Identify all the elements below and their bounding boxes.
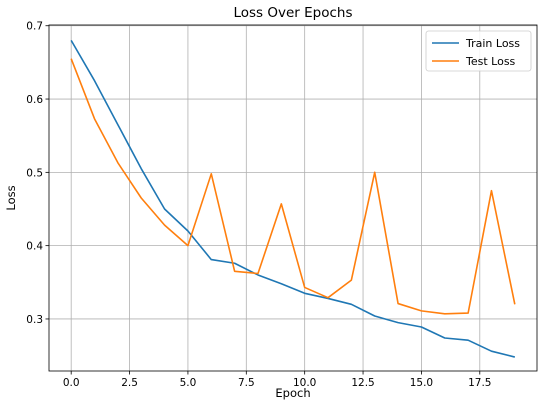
x-tick-label: 2.5: [121, 377, 138, 389]
series-lines: [70, 39, 516, 358]
y-axis-label: Loss: [4, 185, 18, 210]
x-tick-label: 12.5: [351, 377, 374, 389]
legend-label-train-loss: Train Loss: [465, 37, 520, 50]
x-tick-label: 7.5: [238, 377, 255, 389]
y-tick-label: 0.4: [26, 241, 43, 253]
legend: Train Loss Test Loss: [425, 30, 532, 72]
test-loss-line: [70, 58, 516, 315]
plot-frame: [48, 24, 538, 372]
y-tick-label: 0.7: [26, 21, 43, 33]
x-tick-label: 0.0: [63, 377, 80, 389]
y-tick-label: 0.3: [26, 314, 43, 326]
chart-title: Loss Over Epochs: [233, 5, 352, 21]
grid: [49, 25, 537, 371]
y-tick-label: 0.6: [26, 94, 43, 106]
axis-ticks: 0.0 2.5 5.0 7.5 10.0 12.5 15.0 17.5 0.3 0.4 0.5 0.6…: [26, 21, 491, 389]
y-tick-label: 0.5: [26, 167, 43, 179]
legend-label-test-loss: Test Loss: [465, 55, 516, 68]
x-tick-label: 15.0: [410, 377, 433, 389]
x-axis-label: Epoch: [275, 386, 310, 400]
x-tick-label: 17.5: [468, 377, 491, 389]
x-tick-label: 10.0: [293, 377, 316, 389]
x-tick-label: 5.0: [180, 377, 197, 389]
train-loss-line: [70, 39, 516, 358]
